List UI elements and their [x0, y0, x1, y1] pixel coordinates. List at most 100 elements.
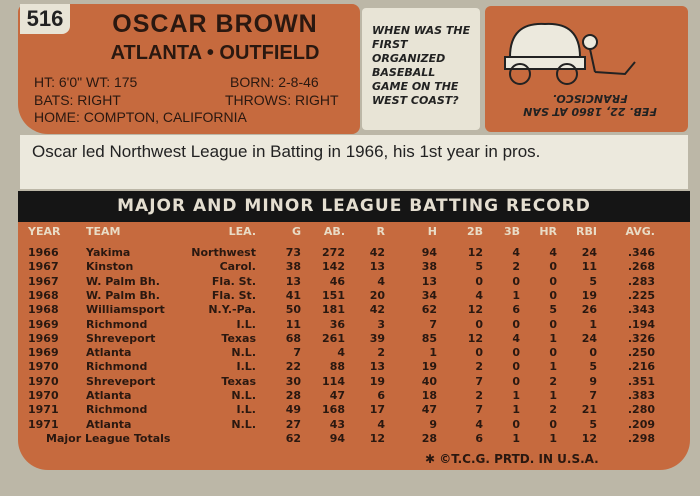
column-header: G	[291, 225, 301, 238]
table-cell: 1969	[28, 317, 59, 331]
table-cell: 13	[285, 274, 301, 288]
table-cell: 38	[285, 260, 301, 274]
table-cell: 5	[475, 260, 483, 274]
table-cell: 85	[421, 331, 437, 345]
table-cell: 73	[285, 246, 301, 259]
table-cell: N.L.	[231, 346, 256, 360]
table-cell: I.L.	[236, 317, 256, 331]
table-cell: Northwest	[191, 246, 256, 259]
player-name: OSCAR BROWN	[112, 10, 318, 38]
table-cell: 5	[589, 274, 597, 288]
table-cell: 0	[549, 417, 557, 431]
height-weight: HT: 6'0" WT: 175	[34, 74, 138, 90]
table-cell: 47	[421, 403, 437, 417]
table-cell: 7	[589, 389, 597, 402]
column-header: R	[376, 225, 385, 238]
column-header: HR	[539, 225, 557, 238]
table-cell: 4	[512, 246, 520, 259]
table-cell: Texas	[221, 331, 256, 345]
table-cell: Major League Totals	[46, 431, 171, 445]
column-header: AB.	[323, 225, 345, 238]
bio-box: Oscar led Northwest League in Batting in…	[20, 135, 688, 189]
table-cell: 6	[512, 303, 520, 317]
footer: ✱ ©T.C.G. PRTD. IN U.S.A.	[425, 452, 599, 466]
table-cell: 40	[421, 374, 437, 388]
table-cell: 19	[581, 288, 597, 302]
table-cell: 4	[475, 288, 483, 302]
throws: THROWS: RIGHT	[225, 92, 339, 108]
table-cell: 38	[421, 260, 437, 274]
table-cell: Kinston	[86, 260, 134, 274]
table-cell: 168	[322, 403, 345, 417]
table-cell: 28	[421, 431, 437, 445]
table-cell: .383	[627, 389, 655, 402]
table-cell: .250	[627, 346, 655, 360]
table-cell: 43	[329, 417, 345, 431]
column-header: YEAR	[28, 225, 61, 238]
table-cell: 12	[467, 331, 483, 345]
table-cell: 1969	[28, 331, 59, 345]
table-cell: 0	[475, 346, 483, 360]
column-header: H	[427, 225, 437, 238]
table-cell: .326	[627, 331, 655, 345]
table-cell: 1	[549, 389, 557, 402]
table-cell: Richmond	[86, 403, 148, 417]
table-cell: 1968	[28, 303, 59, 317]
table-cell: 1967	[28, 274, 59, 288]
table-cell: 1	[589, 317, 597, 331]
table-cell: .194	[627, 317, 655, 331]
table-cell: 42	[369, 246, 385, 259]
table-cell: 13	[369, 360, 385, 374]
table-cell: 4	[512, 331, 520, 345]
table-cell: 12	[467, 246, 483, 259]
quiz-box: WHEN WAS THE FIRST ORGANIZED BASEBALL GA…	[362, 8, 480, 130]
table-cell: .225	[627, 288, 655, 302]
table-cell: 2	[475, 360, 483, 374]
table-cell: 42	[369, 303, 385, 317]
table-cell: 0	[512, 274, 520, 288]
table-cell: Atlanta	[86, 417, 132, 431]
table-cell: 1	[512, 389, 520, 402]
table-cell: 0	[475, 317, 483, 331]
table-cell: 3	[377, 317, 385, 331]
table-cell: .280	[627, 403, 655, 417]
table-cell: 28	[285, 389, 301, 402]
table-cell: 151	[322, 288, 345, 302]
table-cell: Carol.	[219, 260, 256, 274]
table-cell: 7	[429, 317, 437, 331]
table-cell: 272	[322, 246, 345, 259]
bats: BATS: RIGHT	[34, 92, 121, 108]
table-cell: Richmond	[86, 360, 148, 374]
table-cell: Shreveport	[86, 374, 156, 388]
table-cell: 34	[421, 288, 437, 302]
table-cell: 39	[369, 331, 385, 345]
table-cell: 1971	[28, 403, 59, 417]
table-cell: 1	[549, 431, 557, 445]
table-cell: 13	[421, 274, 437, 288]
table-cell: 30	[285, 374, 301, 388]
table-cell: Texas	[221, 374, 256, 388]
table-cell: Richmond	[86, 317, 148, 331]
table-cell: 0	[549, 317, 557, 331]
table-cell: 11	[581, 260, 597, 274]
table-cell: 1	[549, 360, 557, 374]
table-cell: I.L.	[236, 403, 256, 417]
table-cell: 1966	[28, 246, 59, 259]
table-cell: 7	[475, 374, 483, 388]
table-cell: .268	[627, 260, 655, 274]
table-cell: 0	[589, 346, 597, 360]
table-cell: 26	[581, 303, 597, 317]
table-cell: N.L.	[231, 417, 256, 431]
column-header: RBI	[576, 225, 597, 238]
table-cell: 1969	[28, 346, 59, 360]
column-header: TEAM	[86, 225, 121, 238]
table-cell: 2	[377, 346, 385, 360]
table-cell: 19	[421, 360, 437, 374]
header-panel	[18, 4, 360, 134]
table-cell: 49	[285, 403, 301, 417]
table-cell: 46	[329, 274, 345, 288]
table-cell: 11	[285, 317, 301, 331]
table-cell: 0	[512, 360, 520, 374]
home: HOME: COMPTON, CALIFORNIA	[34, 109, 247, 125]
team-position: ATLANTA • OUTFIELD	[110, 42, 320, 64]
